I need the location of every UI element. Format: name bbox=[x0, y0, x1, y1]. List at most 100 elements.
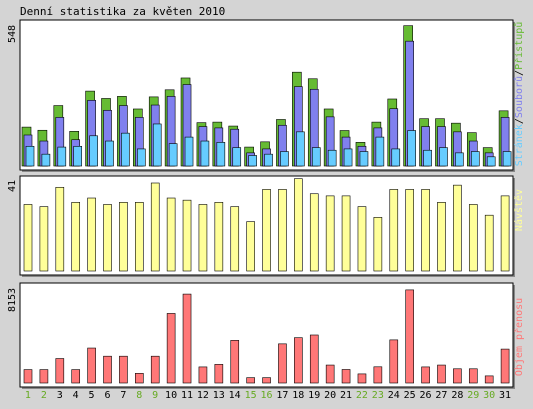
bar-kbytes-day-30 bbox=[484, 375, 494, 384]
bar-kbytes-day-27 bbox=[437, 364, 446, 384]
bar-visits-day-26 bbox=[421, 189, 430, 272]
bar-kbytes-day-21 bbox=[341, 369, 351, 384]
bar-visits-day-14 bbox=[230, 206, 240, 272]
bar-stranek-day-25 bbox=[407, 130, 416, 167]
bar-kbytes-day-31 bbox=[500, 348, 510, 384]
bar-stranek-day-6 bbox=[105, 140, 114, 167]
panel-hits-max-label: 548 bbox=[7, 25, 18, 43]
x-tick-label-day-21: 21 bbox=[340, 390, 352, 401]
x-axis-day-labels: 1 2 3 4 5 6 7 8 9 10 11 12 13 14 15 16 17 18 19 20 21 22 23 24 2… bbox=[25, 390, 511, 401]
legend-entry: Objem přenosu bbox=[513, 298, 525, 376]
bar-kbytes-day-29 bbox=[468, 368, 478, 384]
bar-kbytes-day-7 bbox=[119, 355, 128, 384]
x-tick-label-day-29: 29 bbox=[467, 390, 479, 401]
legend-entry: Stránek bbox=[513, 124, 525, 166]
bar-stranek-day-27 bbox=[439, 147, 448, 167]
bar-stranek-day-8 bbox=[137, 148, 146, 167]
bar-stranek-day-23 bbox=[375, 136, 385, 167]
bar-kbytes-day-10 bbox=[166, 313, 176, 384]
bar-kbytes-day-3 bbox=[55, 358, 65, 384]
bar-visits-day-24 bbox=[389, 189, 399, 272]
x-tick-label-day-1: 1 bbox=[25, 390, 31, 401]
x-tick-label-day-22: 22 bbox=[356, 390, 368, 401]
panel-kbytes-legend: Objem přenosu bbox=[513, 298, 525, 376]
x-tick-label-day-31: 31 bbox=[499, 390, 511, 401]
bar-kbytes-day-18 bbox=[294, 337, 303, 384]
bar-stranek-day-19 bbox=[311, 147, 321, 167]
bar-kbytes-day-9 bbox=[150, 355, 160, 384]
bar-visits-day-27 bbox=[437, 202, 446, 272]
bar-visits-day-15 bbox=[246, 221, 255, 272]
x-tick-label-day-7: 7 bbox=[120, 390, 126, 401]
bar-visits-day-1 bbox=[23, 204, 33, 272]
bar-kbytes-day-5 bbox=[87, 347, 96, 384]
chart-panels: 548Stránek/Souborů/Přístupů41Návštěv8153… bbox=[7, 19, 525, 389]
bar-visits-day-6 bbox=[103, 204, 112, 272]
bar-visits-day-3 bbox=[55, 186, 65, 272]
bar-kbytes-day-16 bbox=[262, 377, 271, 384]
bar-visits-day-7 bbox=[119, 202, 128, 272]
x-tick-label-day-10: 10 bbox=[165, 390, 177, 401]
x-tick-label-day-23: 23 bbox=[372, 390, 384, 401]
bar-stranek-day-14 bbox=[232, 147, 242, 167]
bar-visits-day-28 bbox=[453, 184, 462, 272]
x-tick-label-day-30: 30 bbox=[483, 390, 495, 401]
bar-kbytes-day-8 bbox=[135, 373, 144, 384]
legend-entry: Souborů bbox=[513, 76, 525, 118]
bar-visits-day-20 bbox=[325, 195, 335, 272]
x-tick-label-day-8: 8 bbox=[136, 390, 142, 401]
x-tick-label-day-11: 11 bbox=[181, 390, 193, 401]
bar-kbytes-day-28 bbox=[453, 368, 462, 384]
x-tick-label-day-27: 27 bbox=[435, 390, 447, 401]
bar-stranek-day-16 bbox=[264, 153, 273, 167]
bar-stranek-day-20 bbox=[327, 149, 337, 167]
bar-visits-day-29 bbox=[468, 204, 478, 272]
x-tick-label-day-13: 13 bbox=[213, 390, 225, 401]
bar-visits-day-23 bbox=[373, 217, 383, 272]
panel-kbytes-max-label: 8153 bbox=[7, 288, 18, 312]
bar-stranek-day-18 bbox=[296, 131, 305, 167]
bar-visits-day-9 bbox=[150, 182, 160, 272]
bar-kbytes-day-20 bbox=[325, 364, 335, 384]
x-tick-label-day-25: 25 bbox=[404, 390, 416, 401]
x-tick-label-day-9: 9 bbox=[152, 390, 158, 401]
x-tick-label-day-24: 24 bbox=[388, 390, 400, 401]
bar-stranek-day-24 bbox=[391, 148, 401, 167]
x-tick-label-day-28: 28 bbox=[451, 390, 463, 401]
bar-kbytes-day-13 bbox=[214, 364, 224, 384]
bar-visits-day-13 bbox=[214, 202, 224, 272]
chart-title: Denní statistika za květen 2010 bbox=[20, 5, 225, 18]
legend-entry: Návštěv bbox=[513, 189, 525, 231]
bar-visits-day-31 bbox=[500, 195, 510, 272]
bar-visits-day-18 bbox=[294, 178, 303, 272]
bar-kbytes-day-14 bbox=[230, 340, 240, 384]
bar-stranek-day-21 bbox=[343, 148, 353, 167]
bar-kbytes-day-11 bbox=[182, 293, 192, 384]
panel-visits-max-label: 41 bbox=[7, 180, 18, 192]
bar-kbytes-day-15 bbox=[246, 377, 255, 384]
bar-kbytes-day-17 bbox=[278, 343, 287, 384]
bar-stranek-day-7 bbox=[121, 132, 130, 167]
bar-kbytes-day-22 bbox=[357, 373, 367, 384]
bar-stranek-day-9 bbox=[152, 123, 162, 167]
bar-stranek-day-11 bbox=[184, 136, 194, 167]
bar-stranek-day-29 bbox=[470, 151, 480, 167]
bar-visits-day-4 bbox=[71, 202, 81, 272]
bar-kbytes-day-4 bbox=[71, 369, 81, 384]
bar-stranek-day-31 bbox=[502, 151, 512, 167]
bar-kbytes-day-2 bbox=[39, 369, 49, 384]
x-tick-label-day-3: 3 bbox=[57, 390, 63, 401]
bar-visits-day-30 bbox=[484, 214, 494, 272]
bar-kbytes-day-25 bbox=[405, 289, 414, 384]
bar-stranek-day-17 bbox=[280, 151, 289, 167]
legend-entry: / bbox=[514, 118, 525, 124]
bar-visits-day-2 bbox=[39, 206, 49, 272]
bar-kbytes-day-23 bbox=[373, 366, 383, 384]
x-tick-label-day-26: 26 bbox=[420, 390, 432, 401]
bar-kbytes-day-19 bbox=[309, 334, 319, 384]
panel-visits-legend: Návštěv bbox=[513, 189, 525, 231]
bar-kbytes-day-26 bbox=[421, 366, 430, 384]
bar-visits-day-5 bbox=[87, 197, 96, 272]
x-tick-label-day-12: 12 bbox=[197, 390, 209, 401]
